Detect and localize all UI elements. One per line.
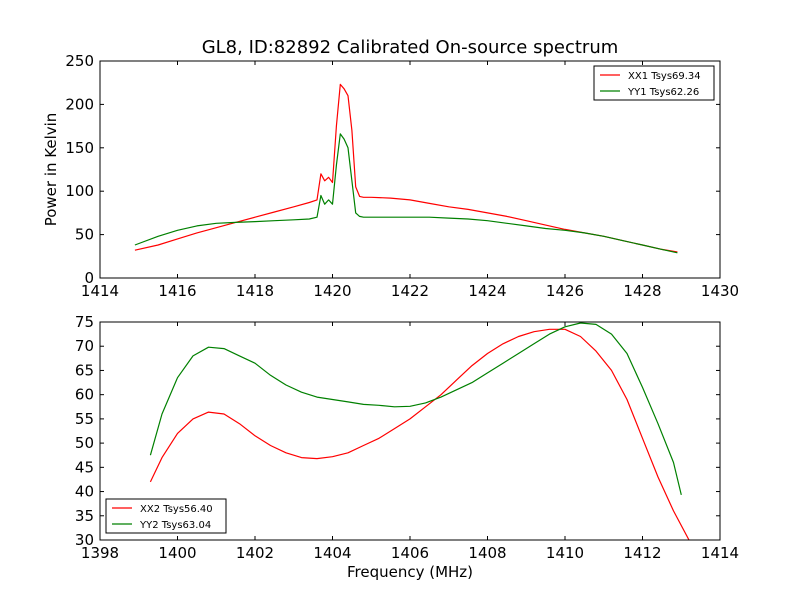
x-tick-label: 1424 <box>468 282 506 300</box>
x-tick-label: 1416 <box>158 282 196 300</box>
x-tick-label: 1406 <box>391 544 429 562</box>
legend-label: XX2 Tsys56.40 <box>140 504 213 515</box>
y-axis-label: Power in Kelvin <box>42 113 60 227</box>
x-tick-label: 1414 <box>81 282 119 300</box>
top-spectrum-panel: 1414 1416 1418 1420 1422 1424 1426 1428 1430 0 50 1… <box>42 52 739 300</box>
x-axis-label: Frequency (MHz) <box>347 563 473 581</box>
legend-box <box>105 498 227 534</box>
x-tick-label: 1410 <box>546 544 584 562</box>
y-tick-label: 75 <box>75 313 94 331</box>
y-tick-label: 65 <box>75 361 94 379</box>
bottom-spectrum-panel: 1398 1400 1402 1404 1406 1408 1410 1412 1414 30 35… <box>75 313 739 581</box>
x-tick-label: 1428 <box>623 282 661 300</box>
y-tick-label: 100 <box>65 182 94 200</box>
x-tick-label: 1404 <box>313 544 351 562</box>
legend-label: YY1 Tsys62.26 <box>627 87 699 98</box>
x-tick-label: 1408 <box>468 544 506 562</box>
x-tick-label: 1420 <box>313 282 351 300</box>
series-line-yy2 <box>149 322 682 496</box>
x-tick-label: 1430 <box>701 282 739 300</box>
x-tick-label: 1418 <box>236 282 274 300</box>
series-line-xx1 <box>134 83 678 253</box>
x-tick-label: 1398 <box>81 544 119 562</box>
y-tick-label: 55 <box>75 410 94 428</box>
y-tick-label: 50 <box>75 434 94 452</box>
y-tick-label: 50 <box>75 226 94 244</box>
y-tick-label: 35 <box>75 507 94 525</box>
x-tick-label: 1422 <box>391 282 429 300</box>
y-tick-label: 60 <box>75 386 94 404</box>
y-tick-label: 250 <box>65 52 94 70</box>
series-line-yy1 <box>134 133 678 254</box>
y-tick-label: 45 <box>75 458 94 476</box>
x-tick-label: 1412 <box>623 544 661 562</box>
series-line-xx2 <box>149 328 690 540</box>
x-tick-label: 1426 <box>546 282 584 300</box>
legend-label: YY2 Tsys63.04 <box>139 520 211 531</box>
x-tick-label: 1400 <box>158 544 196 562</box>
x-tick-label: 1402 <box>236 544 274 562</box>
x-tick-label: 1414 <box>701 544 739 562</box>
y-tick-label: 0 <box>84 269 94 287</box>
figure-title: GL8, ID:82892 Calibrated On-source spect… <box>202 37 619 58</box>
legend-label: XX1 Tsys69.34 <box>628 71 701 82</box>
y-tick-label: 150 <box>65 139 94 157</box>
legend-box <box>593 65 715 101</box>
y-tick-label: 70 <box>75 337 94 355</box>
y-tick-label: 40 <box>75 483 94 501</box>
y-tick-label: 30 <box>75 531 94 549</box>
y-tick-label: 200 <box>65 95 94 113</box>
